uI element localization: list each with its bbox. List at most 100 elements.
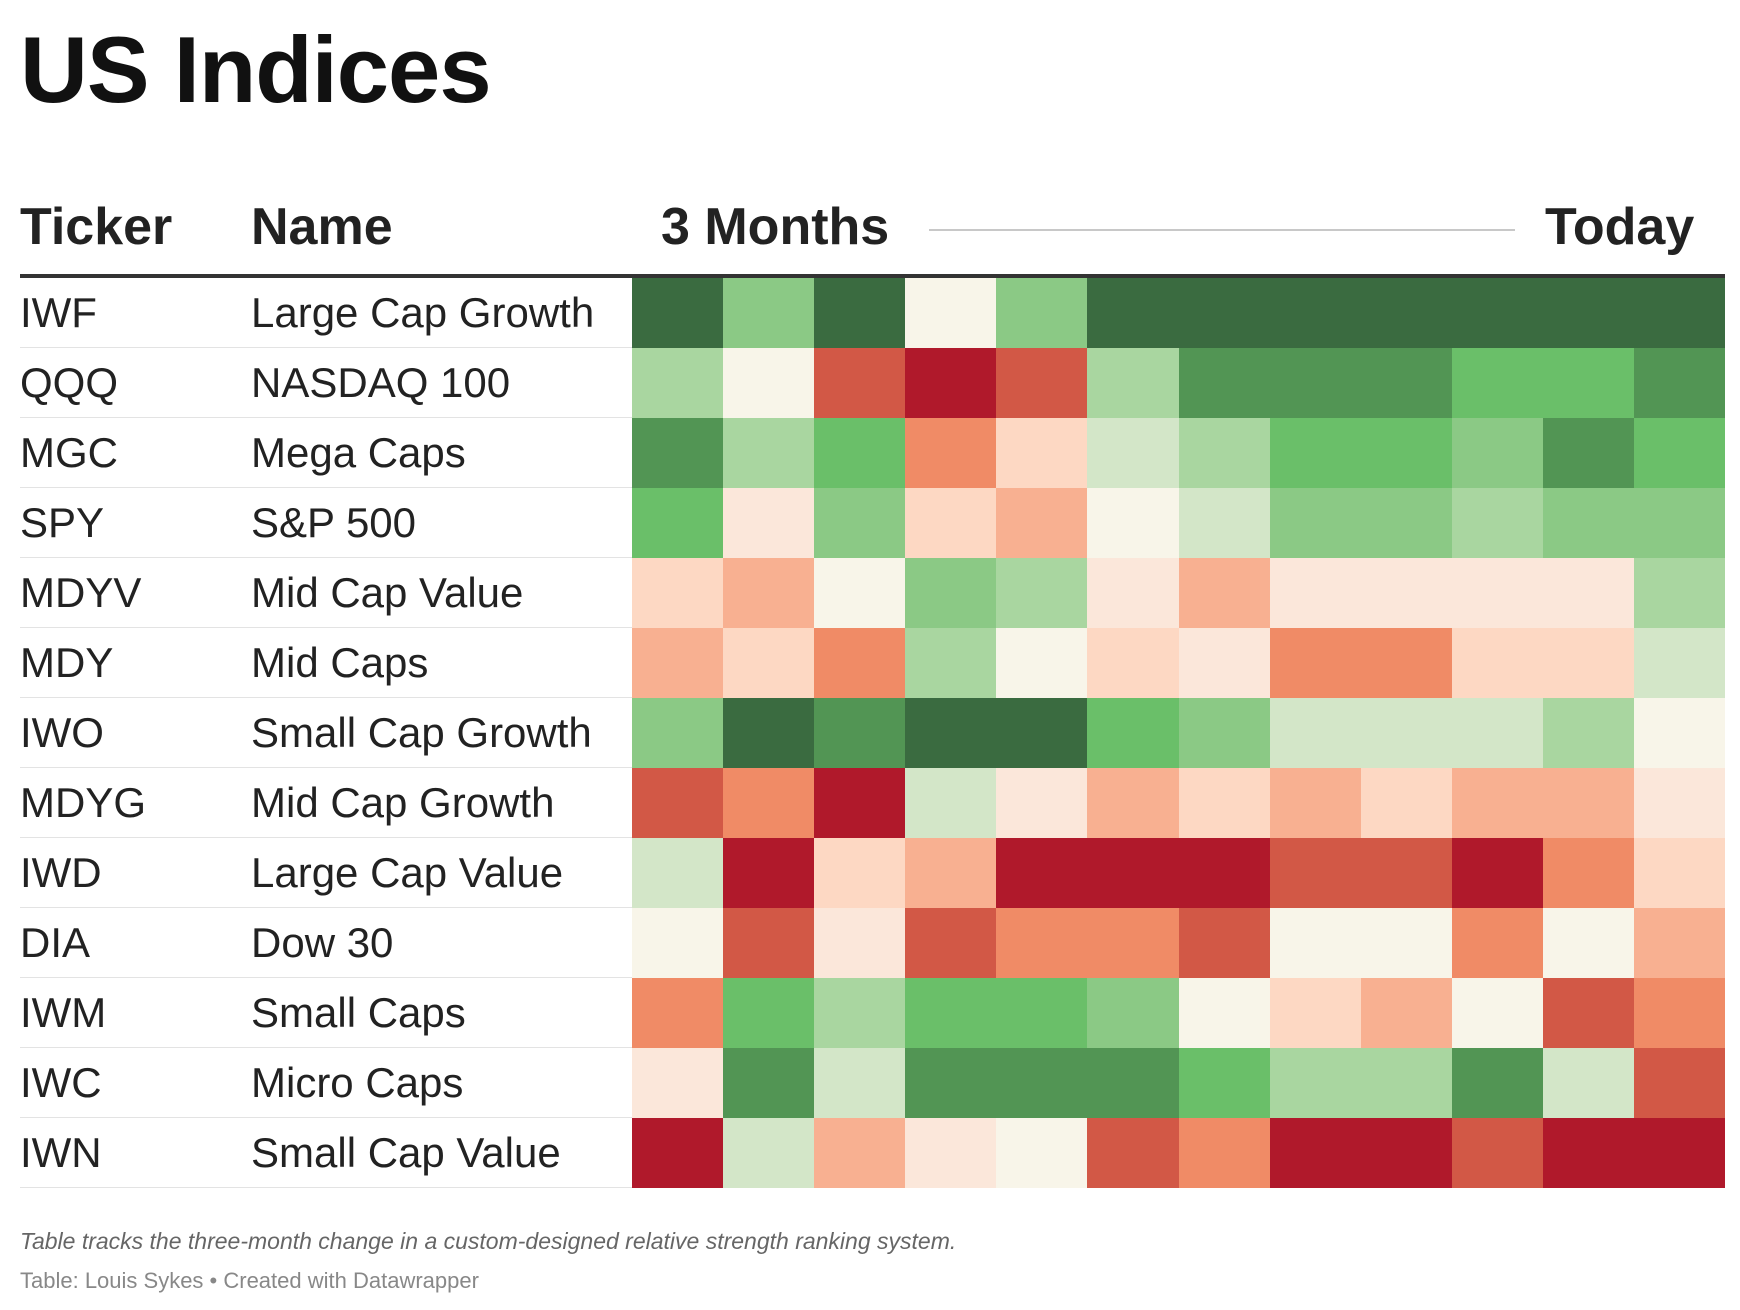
heatmap-cell: [632, 628, 723, 698]
heatmap-cell: [632, 698, 723, 768]
heatmap-cell: [1270, 838, 1361, 908]
heatmap-cell: [996, 558, 1087, 628]
heatmap-cell: [632, 768, 723, 838]
table-row: SPY S&P 500: [0, 488, 1740, 558]
heatmap-cell: [814, 348, 905, 418]
heatmap-cell: [905, 768, 996, 838]
heatmap-cell: [905, 1118, 996, 1188]
heatmap-cell: [632, 558, 723, 628]
table-row: IWO Small Cap Growth: [0, 698, 1740, 768]
ticker-cell: MGC: [20, 429, 118, 476]
heatmap-cell: [1634, 768, 1725, 838]
heatmap-cell: [1634, 418, 1725, 488]
heatmap-cell: [723, 628, 814, 698]
heatmap-cell: [1179, 558, 1270, 628]
heatmap-cell: [1452, 838, 1543, 908]
heatmap-cell: [1361, 698, 1452, 768]
heatmap-cell: [723, 908, 814, 978]
header-divider: [20, 274, 1725, 278]
heatmap-cell: [632, 908, 723, 978]
heatmap-cell: [1634, 278, 1725, 348]
heatmap-cell: [1087, 838, 1179, 908]
heatmap-cell: [814, 278, 905, 348]
name-cell: Micro Caps: [251, 1059, 464, 1106]
column-header-name[interactable]: Name: [251, 198, 393, 256]
heatmap-cell: [1361, 418, 1452, 488]
heatmap-cell: [1452, 978, 1543, 1048]
name-cell: Large Cap Growth: [251, 289, 595, 336]
heatmap-cell: [814, 978, 905, 1048]
heatmap-cell: [1179, 278, 1270, 348]
heatmap-cell: [996, 278, 1087, 348]
name-cell: Dow 30: [251, 919, 394, 966]
heatmap-cell: [905, 558, 996, 628]
table-row: MDYG Mid Cap Growth: [0, 768, 1740, 838]
heatmap-cell: [1634, 838, 1725, 908]
heatmap-cell: [1543, 558, 1634, 628]
name-cell: Mega Caps: [251, 429, 466, 476]
heatmap-cell: [632, 488, 723, 558]
heatmap-cell: [1179, 418, 1270, 488]
heatmap-cell: [1361, 908, 1452, 978]
heatmap-cell: [1270, 558, 1361, 628]
ticker-cell: IWM: [20, 989, 107, 1036]
heatmap-cell: [905, 348, 996, 418]
heatmap-cell: [1179, 1048, 1270, 1118]
table-row: MGC Mega Caps: [0, 418, 1740, 488]
heatmap-cell: [996, 978, 1087, 1048]
heatmap-cell: [1361, 838, 1452, 908]
ticker-cell: MDY: [20, 639, 114, 686]
name-cell: Mid Cap Growth: [251, 779, 555, 826]
heatmap-cell: [632, 418, 723, 488]
name-cell: S&P 500: [251, 499, 417, 546]
heatmap-cell: [1543, 1118, 1634, 1188]
column-header-ticker[interactable]: Ticker: [20, 198, 173, 256]
heatmap-cell: [1543, 348, 1634, 418]
heatmap-cell: [723, 348, 814, 418]
heatmap-cell: [723, 838, 814, 908]
heatmap-cell: [723, 418, 814, 488]
heatmap-cell: [723, 698, 814, 768]
heatmap-cell: [723, 768, 814, 838]
heatmap-cell: [1543, 838, 1634, 908]
heatmap-cell: [1087, 628, 1179, 698]
heatmap-cell: [1361, 768, 1452, 838]
table-row: QQQ NASDAQ 100: [0, 348, 1740, 418]
heatmap-cell: [814, 768, 905, 838]
heatmap-cell: [632, 1048, 723, 1118]
heatmap-cell: [632, 978, 723, 1048]
heatmap-cell: [1361, 978, 1452, 1048]
table-row: DIA Dow 30: [0, 908, 1740, 978]
heatmap-cell: [1270, 698, 1361, 768]
name-cell: Small Cap Growth: [251, 709, 592, 756]
heatmap-cell: [1452, 1048, 1543, 1118]
heatmap-cell: [996, 838, 1087, 908]
heatmap-cell: [1087, 488, 1179, 558]
heatmap-cell: [1543, 278, 1634, 348]
column-header-3-months: 3 Months: [661, 198, 890, 256]
heatmap-cell: [1087, 1048, 1179, 1118]
heatmap-cell: [996, 348, 1087, 418]
table-row: IWC Micro Caps: [0, 1048, 1740, 1118]
name-cell: Mid Cap Value: [251, 569, 524, 616]
heatmap-cell: [1634, 628, 1725, 698]
heatmap-cell: [905, 1048, 996, 1118]
table-row: IWM Small Caps: [0, 978, 1740, 1048]
heatmap-cell: [1179, 1118, 1270, 1188]
chart-title: US Indices: [20, 17, 492, 122]
heatmap-cell: [1543, 1048, 1634, 1118]
heatmap-cell: [814, 628, 905, 698]
heatmap-cell: [1361, 558, 1452, 628]
heatmap-cell: [1087, 908, 1179, 978]
ticker-cell: IWF: [20, 289, 97, 336]
heatmap-cell: [1634, 978, 1725, 1048]
heatmap-cell: [1179, 698, 1270, 768]
heatmap-cell: [996, 1118, 1087, 1188]
heatmap-cell: [632, 348, 723, 418]
heatmap-cell: [814, 1048, 905, 1118]
heatmap-cell: [1452, 278, 1543, 348]
heatmap-cell: [1634, 348, 1725, 418]
heatmap-cell: [1087, 418, 1179, 488]
heatmap-cell: [1179, 768, 1270, 838]
heatmap-cell: [1452, 558, 1543, 628]
